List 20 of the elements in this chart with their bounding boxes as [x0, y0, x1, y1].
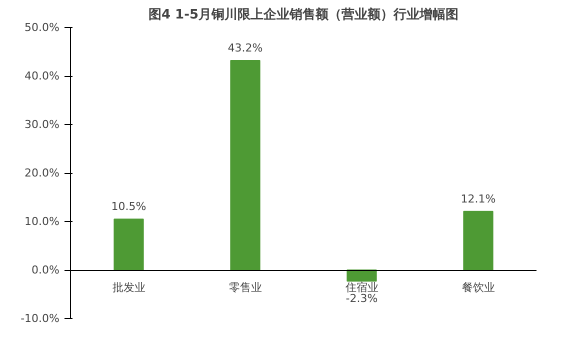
x-tick-label: 零售业	[228, 281, 262, 294]
x-tick-label: 批发业	[112, 281, 146, 294]
data-label: -2.3%	[346, 292, 378, 305]
bar	[463, 210, 494, 270]
x-tick-label: 餐饮业	[462, 281, 495, 294]
y-tick-label: 10.0%	[24, 215, 60, 228]
data-label: 43.2%	[228, 41, 263, 54]
bar	[346, 270, 377, 282]
y-tick-label: -10.0%	[20, 312, 60, 325]
x-tick-label: 住宿业	[345, 281, 378, 294]
y-tick-label: 40.0%	[24, 70, 60, 82]
bar	[230, 60, 260, 270]
y-tick-label: 20.0%	[24, 166, 60, 180]
data-label: 12.1%	[460, 192, 496, 206]
data-label: 10.5%	[111, 200, 146, 214]
y-tick-label: 0.0%	[32, 264, 60, 276]
chart-title: 图4 1-5月铜川限上企业销售额（营业额）行业增幅图	[148, 6, 459, 22]
y-tick-label: 50.0%	[24, 21, 60, 34]
y-tick-label: 30.0%	[24, 118, 60, 131]
bar	[114, 218, 144, 270]
